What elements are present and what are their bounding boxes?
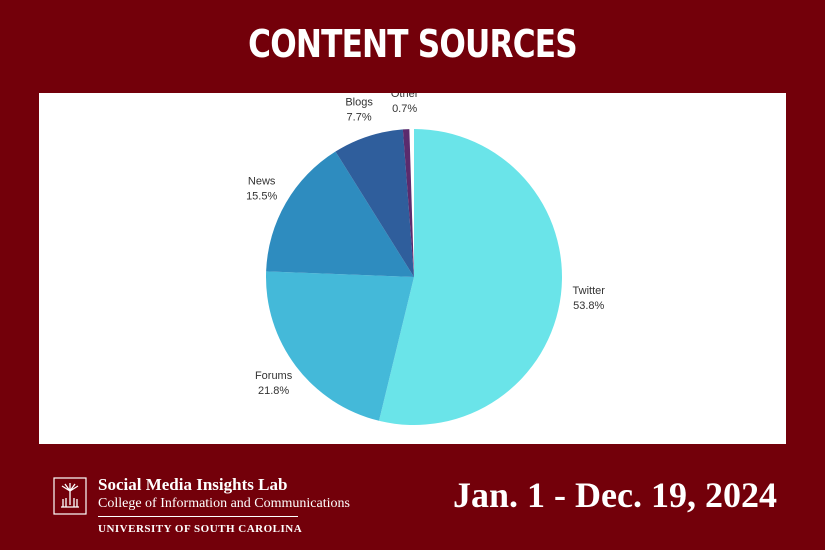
college-name: College of Information and Communication… — [98, 496, 350, 517]
slice-label: Forums — [255, 370, 293, 382]
lab-info: Social Media Insights Lab College of Inf… — [98, 475, 350, 535]
chart-title: CONTENT SOURCES — [248, 22, 578, 66]
value-label: 7.7% — [347, 112, 372, 124]
pie-slice — [402, 129, 414, 277]
value-label: 21.8% — [258, 385, 289, 397]
pie-slice — [266, 271, 414, 421]
pie-slice — [266, 151, 414, 277]
chart-panel: Twitter 53.8% Forums 21.8% News 15.5% Blogs 7.7… — [39, 88, 786, 444]
value-label: 15.5% — [246, 191, 277, 203]
value-label: 53.8% — [573, 300, 604, 312]
pie-slice — [335, 129, 414, 277]
lab-name: Social Media Insights Lab — [98, 475, 288, 494]
value-label: 0.7% — [392, 103, 417, 115]
slice-label: News — [248, 176, 276, 188]
pie-slice — [378, 129, 563, 425]
chart: Twitter 53.8% Forums 21.8% News 15.5% Blogs 7.7… — [246, 88, 606, 425]
slice-label: Other — [391, 93, 419, 100]
university-name: UNIVERSITY OF SOUTH CAROLINA — [98, 523, 303, 535]
logo — [53, 477, 87, 515]
slice-label: Twitter — [573, 285, 606, 297]
slice-label: Blogs — [345, 97, 373, 109]
date-range: Jan. 1 - Dec. 19, 2024 — [453, 475, 777, 515]
